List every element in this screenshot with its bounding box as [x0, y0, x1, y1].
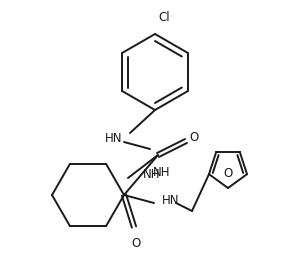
Text: HN: HN [162, 195, 180, 207]
Text: O: O [189, 130, 199, 143]
Text: NH: NH [153, 167, 171, 180]
Text: O: O [223, 167, 233, 180]
Text: Cl: Cl [158, 11, 170, 24]
Text: O: O [131, 237, 141, 250]
Text: NH: NH [143, 168, 161, 182]
Text: HN: HN [104, 131, 122, 145]
